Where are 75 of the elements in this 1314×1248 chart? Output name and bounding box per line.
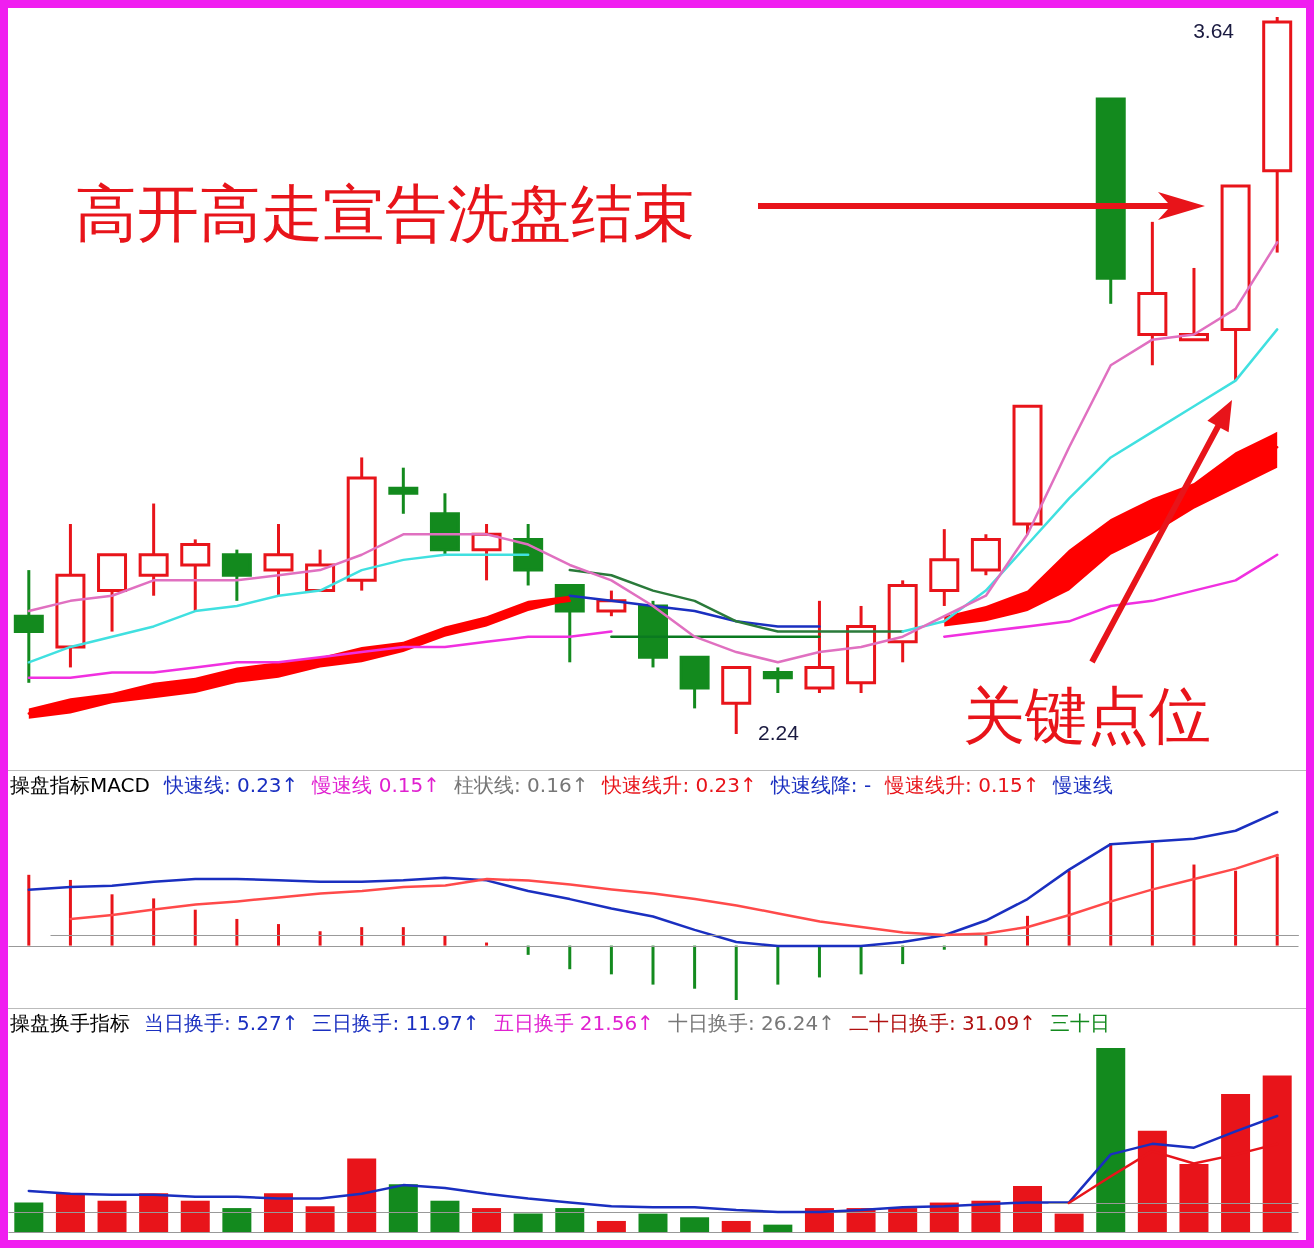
bar [1192, 864, 1196, 946]
bar [1275, 856, 1279, 946]
bar [555, 1208, 585, 1232]
bar [97, 1200, 127, 1232]
bar [1234, 870, 1238, 946]
annotation: 高开高走宣告洗盘结束 [75, 177, 695, 250]
text: 快速线: 0.23↑ [163, 772, 299, 799]
bar [1109, 843, 1113, 946]
bar [901, 945, 905, 965]
bar [680, 1217, 710, 1232]
bar [443, 935, 447, 946]
bar [859, 945, 863, 975]
bar [1096, 1048, 1126, 1232]
bar [763, 1224, 793, 1232]
bar [360, 927, 364, 946]
text: 三十日 [1050, 1010, 1111, 1037]
candlestick [13, 570, 44, 683]
bar [110, 894, 114, 946]
bar [180, 1200, 210, 1232]
bar [472, 1208, 502, 1232]
bar [263, 1193, 293, 1232]
bar [817, 945, 821, 978]
text: 十日换手: 26.24↑ [667, 1010, 835, 1037]
text: 三日换手: 11.97↑ [312, 1010, 480, 1037]
bar [430, 1200, 460, 1232]
bar [1026, 915, 1030, 946]
text: 二十日换手: 31.09↑ [848, 1010, 1037, 1037]
bar [1150, 843, 1154, 946]
bar [651, 945, 655, 985]
bar [638, 1213, 668, 1232]
bar [401, 927, 405, 946]
bar [14, 1202, 44, 1232]
annotation: 3.64 [1193, 19, 1235, 42]
bar [235, 918, 239, 946]
bar [1067, 870, 1071, 946]
bar [305, 1206, 335, 1232]
bar [276, 924, 280, 946]
bar [609, 945, 613, 975]
text: 柱状线: 0.16↑ [454, 772, 589, 799]
bar [693, 945, 697, 989]
text: 当日换手: 5.27↑ [144, 1010, 299, 1037]
bar [485, 942, 489, 946]
chart-title: 操盘指标MACD [10, 772, 150, 799]
bar [513, 1213, 543, 1232]
bar [596, 1220, 626, 1232]
candlestick [388, 467, 419, 514]
bar [804, 1208, 834, 1232]
bar [152, 898, 156, 946]
text: 快速线升: 0.23↑ [602, 772, 757, 799]
candlestick [762, 667, 793, 694]
bar [1013, 1186, 1043, 1232]
bar [1054, 1213, 1084, 1232]
bar [193, 909, 197, 946]
bar [55, 1193, 85, 1232]
bar [984, 935, 988, 946]
bar [568, 945, 572, 970]
text: 慢速线 [1053, 772, 1114, 799]
bar [68, 879, 72, 946]
bar [318, 931, 322, 946]
bar [139, 1193, 169, 1232]
bar [734, 945, 738, 1000]
chart-title: 操盘换手指标 [10, 1010, 130, 1037]
bar [27, 874, 31, 946]
bar [388, 1184, 418, 1232]
text: 五日换手 21.56↑ [493, 1010, 654, 1037]
text: 慢速线 0.15↑ [312, 772, 440, 799]
annotation: 关键点位 [963, 679, 1211, 752]
bar [222, 1208, 252, 1232]
text: 快速线降: - [770, 772, 872, 799]
bar [721, 1220, 751, 1232]
text: 慢速线升: 0.15↑ [885, 772, 1040, 799]
bar [776, 945, 780, 985]
bar [347, 1158, 377, 1232]
annotation: 2.24 [758, 721, 800, 744]
bar [888, 1208, 918, 1232]
